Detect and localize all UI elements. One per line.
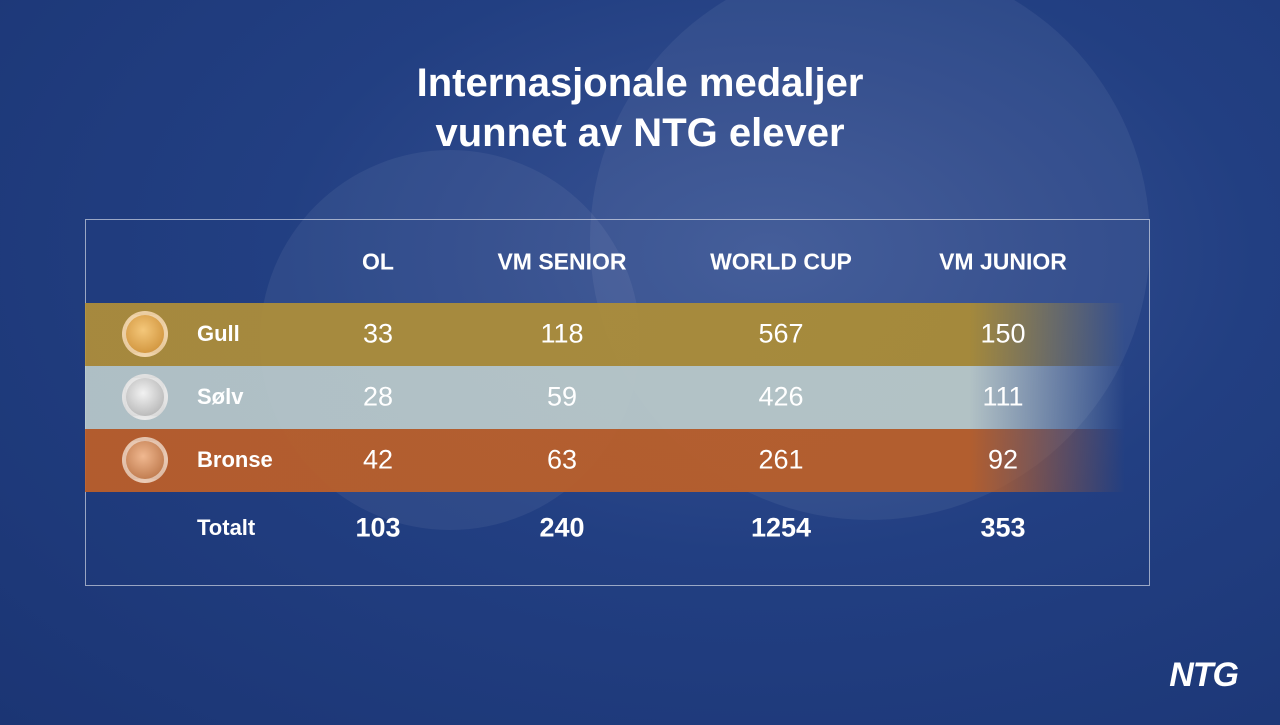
cell-value: 33 — [362, 318, 394, 349]
total-value: 353 — [980, 512, 1026, 543]
row-label: Gull — [197, 321, 240, 346]
total-value: 240 — [539, 512, 585, 543]
logo: NTG — [1169, 656, 1239, 694]
title-line: Internasjonale medaljer — [416, 61, 864, 105]
cell-value: 28 — [362, 381, 394, 412]
cell-value: 426 — [758, 381, 804, 412]
cell-value: 59 — [546, 381, 578, 412]
cell-value: 111 — [982, 381, 1024, 412]
row-band — [85, 303, 1125, 366]
cell-value: 92 — [987, 444, 1019, 475]
cell-value: 42 — [362, 444, 394, 475]
cell-value: 261 — [758, 444, 804, 475]
medal-icon — [122, 437, 168, 483]
row-label: Sølv — [197, 384, 244, 409]
cell-value: 63 — [546, 444, 578, 475]
column-header: OL — [362, 248, 394, 275]
cell-value: 567 — [758, 318, 804, 349]
medal-icon — [122, 374, 168, 420]
total-label: Totalt — [197, 515, 256, 540]
row-label: Bronse — [197, 447, 273, 472]
medal-icon — [122, 311, 168, 357]
row-band — [85, 366, 1125, 429]
cell-value: 118 — [540, 318, 584, 349]
column-header: VM JUNIOR — [939, 248, 1067, 275]
title: Internasjonale medaljer vunnet av NTG el… — [0, 58, 1280, 158]
total-value: 1254 — [750, 512, 812, 543]
cell-value: 150 — [980, 318, 1026, 349]
column-header: WORLD CUP — [710, 248, 852, 275]
row-band — [85, 429, 1125, 492]
total-value: 103 — [355, 512, 401, 543]
column-header: VM SENIOR — [497, 248, 627, 275]
title-line: vunnet av NTG elever — [435, 111, 845, 155]
